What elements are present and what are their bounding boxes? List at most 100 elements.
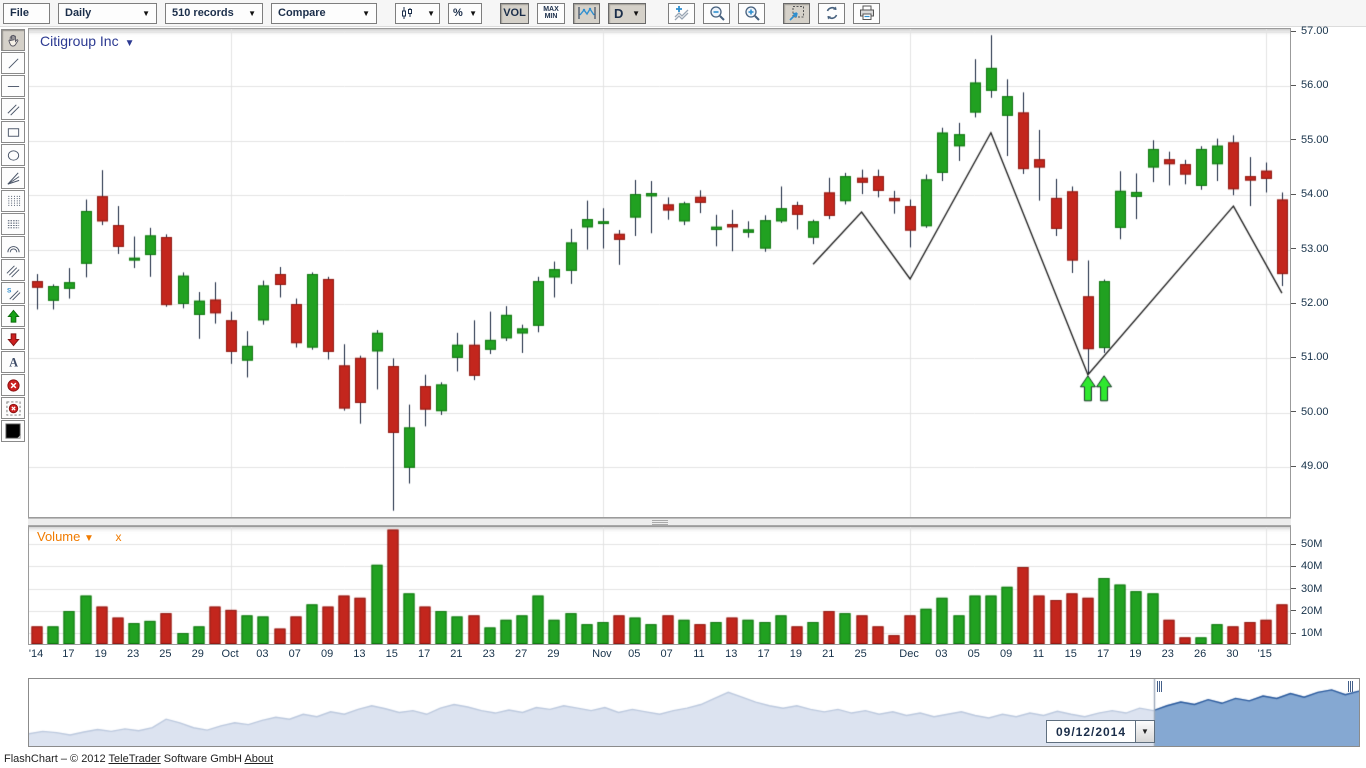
tick-mark	[1291, 632, 1296, 634]
marquee-zoom-button[interactable]	[783, 2, 810, 24]
time-axis-label: 07	[288, 648, 301, 660]
time-axis-label: 03	[935, 648, 948, 660]
time-axis-label: 17	[62, 648, 75, 660]
price-chart-panel: Citigroup Inc ▼	[28, 28, 1291, 518]
volume-toggle-button[interactable]: VOL	[500, 2, 529, 24]
time-axis-label: 19	[94, 648, 107, 660]
drawing-tools-sidebar: S A	[1, 29, 27, 443]
about-link[interactable]: About	[244, 753, 274, 765]
time-axis-label: Dec	[899, 648, 919, 660]
tool-fan-lines[interactable]	[1, 167, 25, 189]
time-axis-label: 17	[1096, 648, 1110, 660]
tool-horizontal-line[interactable]	[1, 75, 25, 97]
interval-d-select[interactable]: D ▼	[608, 2, 646, 24]
tick-mark	[1291, 302, 1296, 304]
tool-fibonacci-retracements[interactable]	[1, 213, 25, 235]
percent-label: %	[453, 7, 463, 19]
time-axis-label: 19	[1129, 648, 1142, 660]
tick-mark	[1291, 588, 1296, 590]
time-axis-label: 07	[660, 648, 673, 660]
tool-delete-object[interactable]	[1, 374, 25, 396]
time-axis-label: 23	[126, 648, 140, 660]
volume-axis-label: 40M	[1291, 560, 1322, 572]
chart-type-select[interactable]: ▼	[395, 2, 440, 24]
records-select[interactable]: 510 records ▼	[165, 2, 263, 24]
price-axis-label: 49.00	[1291, 460, 1329, 472]
zoom-out-button[interactable]	[703, 2, 730, 24]
parallel-lines-icon	[7, 103, 19, 115]
trend-line-icon	[7, 57, 19, 69]
max-min-toggle-button[interactable]: MAX MIN	[537, 2, 565, 24]
chevron-down-icon: ▼	[248, 8, 256, 18]
panel-splitter[interactable]	[28, 518, 1291, 526]
volume-axis-label: 30M	[1291, 583, 1322, 595]
time-axis-label: 03	[256, 648, 269, 660]
arcs-icon	[6, 245, 20, 252]
refresh-button[interactable]	[818, 2, 845, 24]
indicator-style-button[interactable]	[573, 2, 600, 24]
tool-arrow-down[interactable]	[1, 328, 25, 350]
print-button[interactable]	[853, 2, 880, 24]
file-menu-button[interactable]: File	[3, 2, 50, 24]
price-chart-canvas[interactable]	[29, 29, 1290, 517]
time-axis-label: '14	[28, 648, 44, 660]
tool-pan[interactable]	[1, 29, 25, 51]
price-axis-label: 57.00	[1291, 25, 1329, 37]
tool-trend-line[interactable]	[1, 52, 25, 74]
tick-mark	[1291, 543, 1296, 545]
chevron-down-icon: ▼	[632, 8, 640, 18]
time-axis-label: 13	[353, 648, 366, 660]
compare-select[interactable]: Compare ▼	[271, 2, 377, 24]
tool-rectangle[interactable]	[1, 121, 25, 143]
volume-canvas[interactable]	[29, 527, 1290, 644]
navigator-right-handle[interactable]	[1348, 681, 1357, 692]
delete-icon	[6, 378, 20, 392]
period-select[interactable]: Daily ▼	[58, 2, 157, 24]
volume-close-button[interactable]: x	[115, 530, 122, 544]
price-axis-label: 50.00	[1291, 406, 1329, 418]
print-icon	[859, 5, 874, 20]
tool-delete-all[interactable]	[1, 397, 25, 419]
tool-text[interactable]: A	[1, 351, 25, 373]
navigator-panel	[28, 678, 1360, 747]
volume-indicator-label[interactable]: Volume ▼ x	[37, 529, 122, 544]
tool-channel[interactable]	[1, 259, 25, 281]
percent-scale-select[interactable]: % ▼	[448, 2, 482, 24]
start-date-dropdown-button[interactable]: ▼	[1136, 720, 1155, 743]
teletrader-link[interactable]: TeleTrader	[108, 753, 161, 765]
channel-icon	[6, 264, 19, 277]
svg-text:S: S	[6, 287, 11, 294]
tool-fibonacci-arcs[interactable]	[1, 236, 25, 258]
tool-ellipse[interactable]	[1, 144, 25, 166]
tool-parallel-lines[interactable]	[1, 98, 25, 120]
navigator-left-handle[interactable]	[1157, 681, 1166, 692]
chevron-down-icon: ▼	[362, 8, 370, 18]
tick-mark	[1291, 193, 1296, 195]
wave-icon	[578, 7, 595, 19]
zoom-in-button[interactable]	[738, 2, 765, 24]
tool-arrow-up[interactable]	[1, 305, 25, 327]
tool-color-picker[interactable]	[1, 420, 25, 442]
symbol-selector[interactable]: Citigroup Inc ▼	[40, 33, 135, 49]
time-axis-label: 30	[1226, 648, 1239, 660]
splitter-grip-icon	[651, 520, 668, 525]
time-axis-label: 05	[628, 648, 641, 660]
tick-mark	[1291, 565, 1296, 567]
tool-speed-lines[interactable]: S	[1, 282, 25, 304]
min-label: MIN	[544, 13, 558, 20]
tool-fibonacci-time-zones[interactable]	[1, 190, 25, 212]
time-axis-label: 21	[450, 648, 463, 660]
tick-mark	[1291, 356, 1296, 358]
hand-icon	[8, 34, 18, 46]
tick-mark	[1291, 465, 1296, 467]
color-swatch-icon	[4, 422, 21, 439]
time-axis-label: Nov	[592, 648, 612, 660]
records-value: 510 records	[172, 7, 234, 19]
start-date-value[interactable]: 09/12/2014	[1046, 720, 1136, 743]
add-study-button[interactable]	[668, 2, 695, 24]
chevron-down-icon: ▼	[1141, 727, 1149, 736]
horizontal-line-icon	[7, 85, 19, 87]
zoom-out-icon	[709, 6, 725, 21]
add-study-icon	[674, 6, 688, 21]
